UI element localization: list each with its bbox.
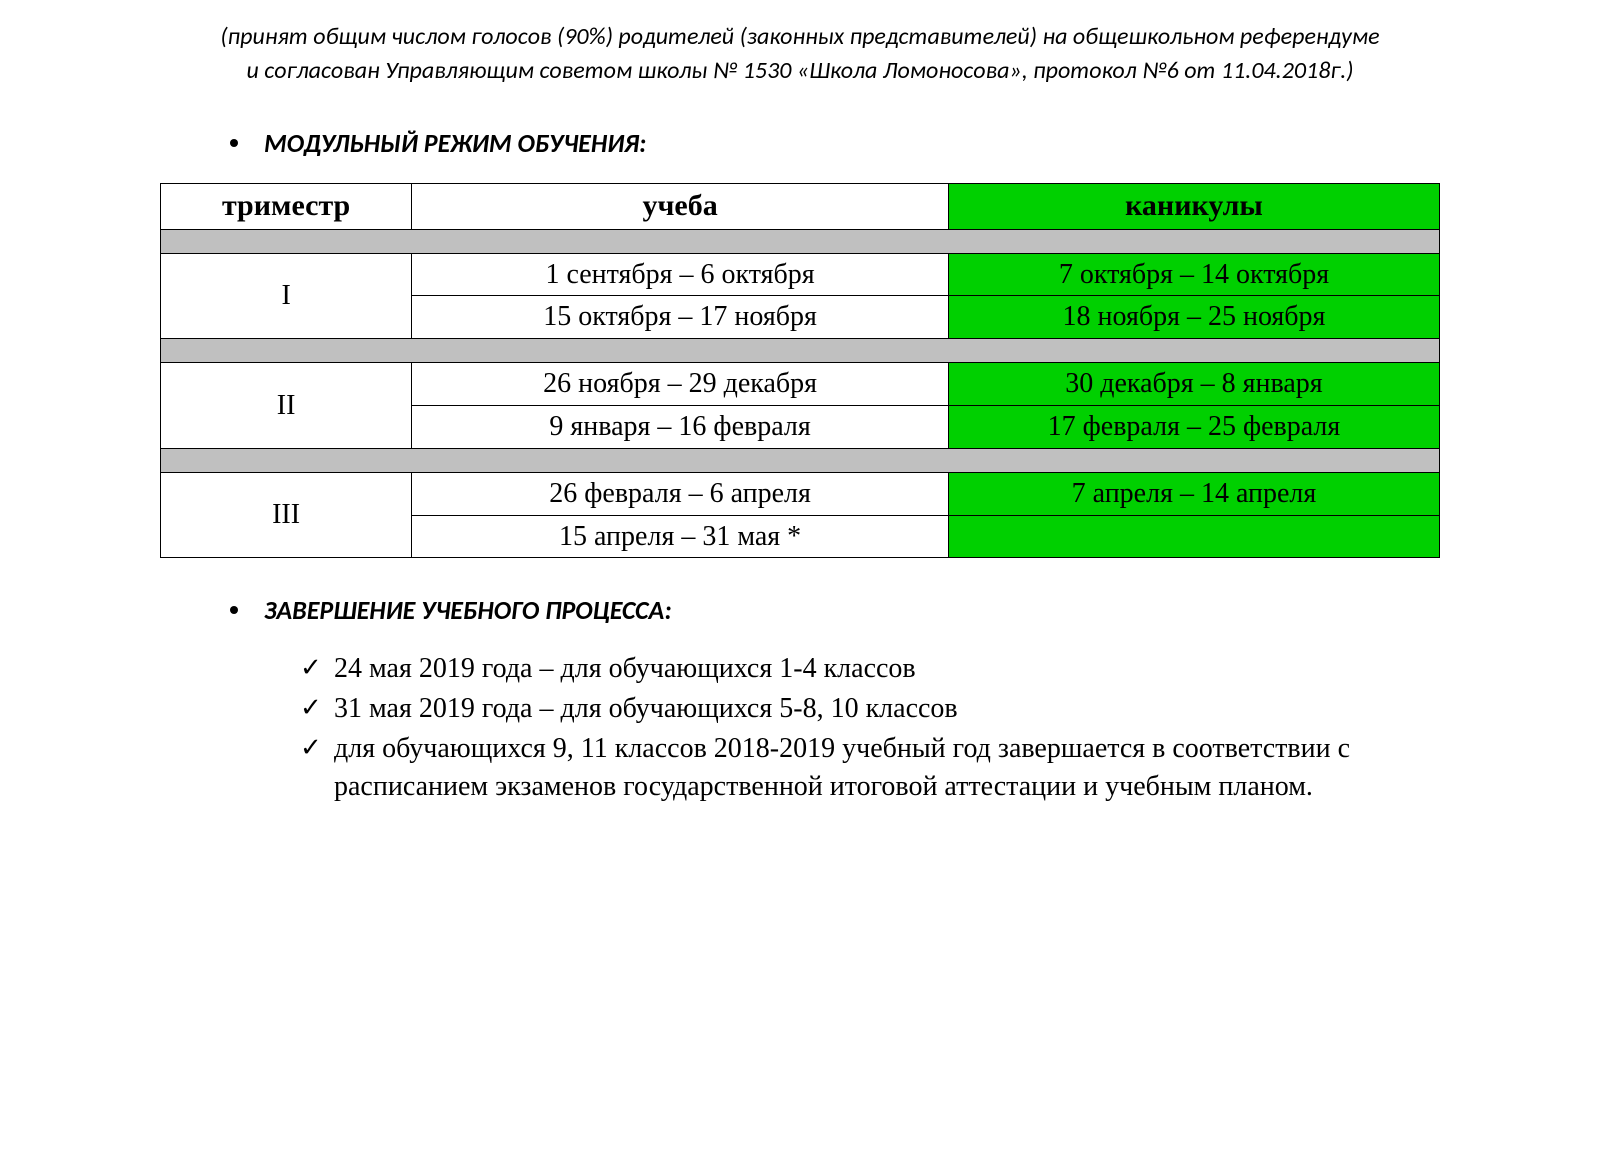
spacer-row	[161, 448, 1440, 472]
check-icon: ✓	[300, 650, 322, 685]
bullet-icon	[230, 139, 238, 147]
bullet-icon	[230, 606, 238, 614]
preamble-line-2: и согласован Управляющим советом школы №…	[160, 54, 1440, 88]
study-cell: 26 февраля – 6 апреля	[412, 472, 949, 515]
section-heading-modular: МОДУЛЬНЫЙ РЕЖИМ ОБУЧЕНИЯ:	[160, 127, 1440, 159]
schedule-table: триместр учеба каникулы I 1 сентября – 6…	[160, 183, 1440, 558]
section-heading-completion: ЗАВЕРШЕНИЕ УЧЕБНОГО ПРОЦЕССА:	[160, 594, 1440, 626]
trimester-cell: II	[161, 363, 412, 449]
table-header-row: триместр учеба каникулы	[161, 184, 1440, 230]
header-study: учеба	[412, 184, 949, 230]
table-row: II 26 ноября – 29 декабря 30 декабря – 8…	[161, 363, 1440, 406]
vacation-cell: 17 февраля – 25 февраля	[948, 406, 1439, 449]
check-icon: ✓	[300, 690, 322, 725]
preamble-line-1: (принят общим числом голосов (90%) родит…	[160, 20, 1440, 54]
spacer-row	[161, 229, 1440, 253]
vacation-cell: 7 октября – 14 октября	[948, 253, 1439, 296]
study-cell: 9 января – 16 февраля	[412, 406, 949, 449]
spacer-row	[161, 339, 1440, 363]
trimester-cell: I	[161, 253, 412, 339]
section-heading-modular-text: МОДУЛЬНЫЙ РЕЖИМ ОБУЧЕНИЯ:	[264, 127, 646, 159]
completion-item-text: 24 мая 2019 года – для обучающихся 1-4 к…	[334, 653, 916, 684]
list-item: ✓ для обучающихся 9, 11 классов 2018-201…	[300, 730, 1440, 806]
table-row: III 26 февраля – 6 апреля 7 апреля – 14 …	[161, 472, 1440, 515]
trimester-cell: III	[161, 472, 412, 558]
vacation-cell: 18 ноября – 25 ноября	[948, 296, 1439, 339]
completion-item-text: 31 мая 2019 года – для обучающихся 5-8, …	[334, 693, 958, 724]
study-cell: 15 апреля – 31 мая *	[412, 515, 949, 558]
preamble: (принят общим числом голосов (90%) родит…	[160, 20, 1440, 87]
vacation-cell: 7 апреля – 14 апреля	[948, 472, 1439, 515]
completion-list: ✓ 24 мая 2019 года – для обучающихся 1-4…	[160, 650, 1440, 805]
list-item: ✓ 31 мая 2019 года – для обучающихся 5-8…	[300, 690, 1440, 728]
section-heading-completion-text: ЗАВЕРШЕНИЕ УЧЕБНОГО ПРОЦЕССА:	[264, 594, 672, 626]
completion-item-text: для обучающихся 9, 11 классов 2018-2019 …	[334, 733, 1350, 802]
vacation-cell: 30 декабря – 8 января	[948, 363, 1439, 406]
check-icon: ✓	[300, 730, 322, 765]
table-row: I 1 сентября – 6 октября 7 октября – 14 …	[161, 253, 1440, 296]
header-vacation: каникулы	[948, 184, 1439, 230]
study-cell: 1 сентября – 6 октября	[412, 253, 949, 296]
list-item: ✓ 24 мая 2019 года – для обучающихся 1-4…	[300, 650, 1440, 688]
vacation-cell	[948, 515, 1439, 558]
study-cell: 26 ноября – 29 декабря	[412, 363, 949, 406]
header-trimester: триместр	[161, 184, 412, 230]
study-cell: 15 октября – 17 ноября	[412, 296, 949, 339]
